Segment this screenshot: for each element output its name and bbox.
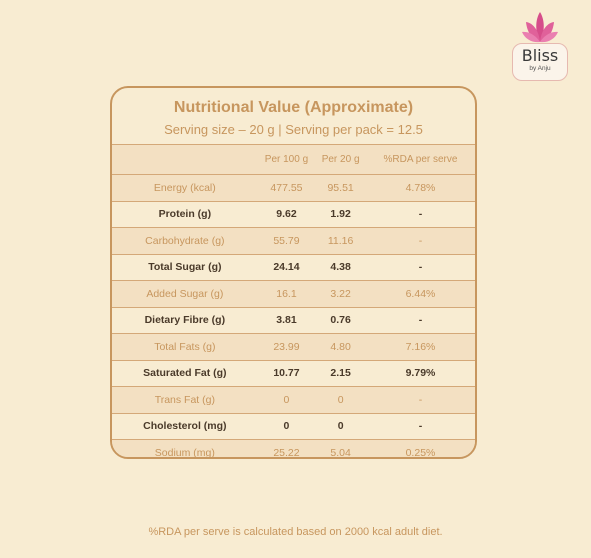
lotus-icon (522, 12, 558, 43)
value-per-100g: 0 (283, 420, 290, 433)
value-per-20g: 3.22 (330, 287, 351, 300)
table-row: Saturated Fat (g) 10.77 2.15 9.79% (112, 360, 475, 387)
value-rda: - (418, 208, 423, 221)
table-row: Cholesterol (mg) 0 0 - (112, 413, 475, 440)
nutrient-name: Dietary Fibre (g) (144, 314, 226, 327)
value-per-100g: 23.99 (273, 340, 300, 353)
table-row: Energy (kcal) 477.55 95.51 4.78% (112, 174, 475, 201)
value-per-20g: 0.76 (330, 314, 351, 327)
value-per-20g: 0 (337, 420, 344, 433)
nutrient-name: Total Fats (g) (154, 340, 216, 353)
value-per-20g: 4.80 (330, 340, 351, 353)
header-nutrient (112, 145, 258, 175)
table-row: Added Sugar (g) 16.1 3.22 6.44% (112, 280, 475, 307)
nutrient-name: Total Sugar (g) (148, 261, 222, 274)
rda-footnote: %RDA per serve is calculated based on 20… (148, 526, 443, 538)
value-rda: - (418, 261, 423, 274)
table-row: Dietary Fibre (g) 3.81 0.76 - (112, 307, 475, 334)
nutrition-panel: Nutritional Value (Approximate) Serving … (110, 86, 477, 459)
value-per-100g: 0 (283, 393, 290, 406)
value-per-100g: 25.22 (273, 446, 300, 459)
value-rda: 6.44% (405, 287, 436, 300)
brand-tagline: by Anju (529, 65, 551, 72)
value-per-20g: 95.51 (327, 181, 354, 194)
value-per-20g: 2.15 (330, 367, 351, 380)
header-per-20g: Per 20 g (321, 154, 360, 165)
value-rda: 9.79% (405, 367, 436, 380)
value-per-100g: 477.55 (270, 181, 303, 194)
value-rda: 4.78% (405, 181, 436, 194)
table-row: Protein (g) 9.62 1.92 - (112, 201, 475, 228)
value-per-100g: 16.1 (276, 287, 297, 300)
value-per-100g: 24.14 (273, 261, 300, 274)
nutrient-name: Protein (g) (158, 208, 212, 221)
nutrient-name: Sodium (mg) (154, 446, 215, 459)
panel-subtitle: Serving size – 20 g | Serving per pack =… (164, 122, 423, 137)
table-row: Trans Fat (g) 0 0 - (112, 386, 475, 413)
logo-badge: Bliss by Anju (512, 43, 568, 81)
table-header-row: Per 100 g Per 20 g %RDA per serve (112, 144, 475, 175)
nutrient-name: Added Sugar (g) (146, 287, 224, 300)
value-per-20g: 1.92 (330, 208, 351, 221)
value-per-20g: 11.16 (327, 234, 354, 247)
brand-logo: Bliss by Anju (508, 10, 572, 82)
value-rda: 7.16% (405, 340, 436, 353)
table-row: Total Fats (g) 23.99 4.80 7.16% (112, 333, 475, 360)
value-per-20g: 4.38 (330, 261, 351, 274)
value-per-20g: 5.04 (330, 446, 351, 459)
header-per-100g: Per 100 g (264, 154, 309, 165)
value-per-100g: 3.81 (276, 314, 297, 327)
panel-title: Nutritional Value (Approximate) (173, 99, 414, 116)
value-rda: 0.25% (405, 446, 436, 459)
value-per-20g: 0 (337, 393, 344, 406)
nutrient-name: Carbohydrate (g) (145, 234, 225, 247)
value-per-100g: 10.77 (273, 367, 300, 380)
table-row: Sodium (mg) 25.22 5.04 0.25% (112, 439, 475, 459)
value-rda: - (418, 314, 423, 327)
value-per-100g: 55.79 (273, 234, 300, 247)
value-rda: - (418, 393, 423, 406)
table-row: Total Sugar (g) 24.14 4.38 - (112, 254, 475, 281)
nutrient-name: Saturated Fat (g) (143, 367, 227, 380)
nutrition-table: Per 100 g Per 20 g %RDA per serve Energy… (112, 144, 475, 459)
value-rda: - (418, 234, 423, 247)
nutrient-name: Energy (kcal) (153, 181, 216, 194)
table-row: Carbohydrate (g) 55.79 11.16 - (112, 227, 475, 254)
value-rda: - (418, 420, 423, 433)
nutrient-name: Trans Fat (g) (154, 393, 215, 406)
nutrient-name: Cholesterol (mg) (143, 420, 227, 433)
header-rda: %RDA per serve (383, 154, 458, 165)
brand-name: Bliss (521, 46, 559, 65)
value-per-100g: 9.62 (276, 208, 297, 221)
